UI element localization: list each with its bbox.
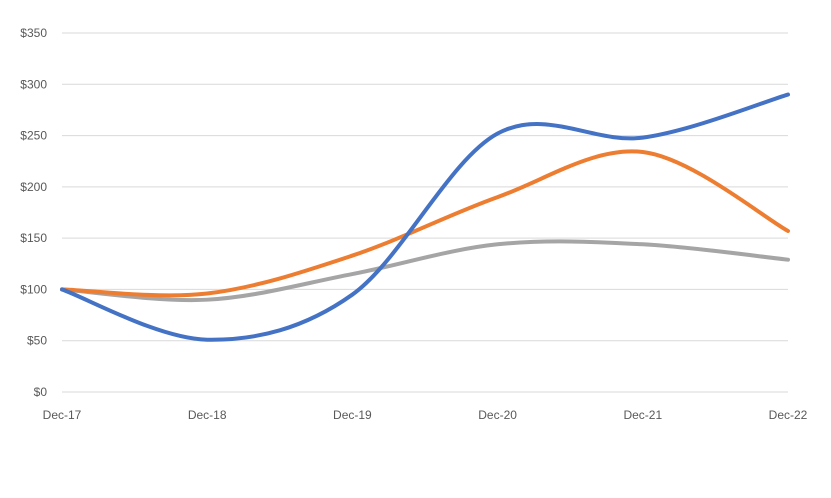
y-tick-label: $250	[20, 129, 47, 143]
y-tick-label: $200	[20, 180, 47, 194]
series-line-1	[60, 92, 790, 342]
y-axis-tick-labels: $0 $50 $100 $150 $200 $250 $300 $350	[20, 26, 47, 399]
x-tick-label: Dec-22	[769, 408, 808, 422]
y-tick-label: $50	[27, 334, 47, 348]
series-line-3	[60, 239, 790, 303]
series-line-2	[60, 149, 790, 298]
gridlines	[62, 32, 788, 393]
x-tick-label: Dec-19	[333, 408, 372, 422]
y-tick-label: $0	[34, 385, 48, 399]
x-tick-label: Dec-18	[188, 408, 227, 422]
x-axis-tick-labels: Dec-17 Dec-18 Dec-19 Dec-20 Dec-21 Dec-22	[43, 408, 808, 422]
x-tick-label: Dec-17	[43, 408, 82, 422]
x-tick-label: Dec-21	[623, 408, 662, 422]
x-tick-label: Dec-20	[478, 408, 517, 422]
y-tick-label: $350	[20, 26, 47, 40]
y-tick-label: $300	[20, 77, 47, 91]
y-tick-label: $150	[20, 231, 47, 245]
series-lines	[60, 92, 790, 342]
y-tick-label: $100	[20, 282, 47, 296]
